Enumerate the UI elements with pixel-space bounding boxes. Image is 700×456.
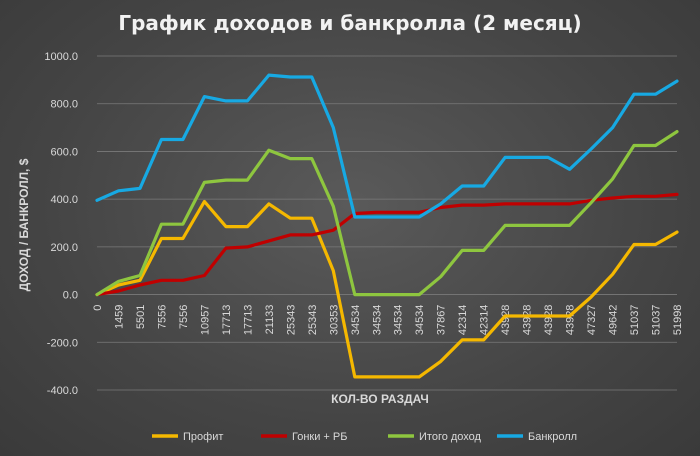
x-tick-label: 42314 (457, 305, 469, 336)
series-lines (95, 73, 679, 379)
y-tick-label: -200.0 (47, 337, 78, 349)
x-tick-label: 1459 (113, 305, 125, 329)
y-tick-label: 800.0 (50, 99, 78, 111)
y-tick-label: 400.0 (50, 194, 78, 206)
legend-label: Профит (183, 431, 223, 443)
y-axis-ticks: -400.0 -200.0 0.0 200.0 400.0 600.0 800.0 1000.… (44, 51, 78, 397)
x-axis-title: КОЛ-ВО РАЗДАЧ (331, 392, 429, 406)
x-tick-label: 51037 (629, 305, 641, 336)
x-tick-label: 17713 (242, 305, 254, 336)
series-line-гонки-рб (95, 192, 679, 297)
x-tick-label: 7556 (178, 305, 190, 329)
x-tick-label: 25343 (307, 305, 319, 336)
x-tick-label: 21133 (264, 305, 276, 335)
x-tick-label: 7556 (156, 305, 168, 329)
y-tick-label: 600.0 (50, 146, 78, 158)
x-tick-label: 43928 (543, 305, 555, 336)
x-tick-label: 0 (92, 305, 104, 311)
x-axis-ticks: 0 1459 5501 7556 7556 10957 17713 17713 21133 253… (92, 305, 684, 336)
series-line-итого-доход (95, 130, 679, 297)
x-tick-label: 25343 (285, 305, 297, 336)
y-tick-label: 0.0 (63, 290, 78, 302)
x-tick-label: 51998 (672, 305, 684, 336)
x-tick-label: 34534 (350, 305, 362, 336)
y-axis-title: ДОХОД / БАНКРОЛЛ, $ (17, 158, 31, 291)
series-line-профит (95, 199, 679, 379)
chart-title: График доходов и банкролла (2 месяц) (118, 11, 581, 35)
x-tick-label: 51037 (651, 305, 663, 336)
x-tick-label: 34534 (371, 305, 383, 336)
x-tick-label: 30353 (328, 305, 340, 336)
legend-label: Банкролл (528, 431, 577, 443)
x-tick-label: 42314 (479, 305, 491, 336)
x-tick-label: 43928 (500, 305, 512, 336)
series-line-банкролл (95, 73, 679, 219)
x-tick-label: 5501 (135, 305, 147, 329)
x-tick-label: 10957 (199, 305, 211, 336)
y-tick-label: 1000.0 (44, 51, 78, 63)
x-tick-label: 37867 (436, 305, 448, 336)
x-tick-label: 34534 (414, 305, 426, 336)
x-tick-label: 49642 (608, 305, 620, 336)
y-tick-label: 200.0 (50, 242, 78, 254)
x-tick-label: 17713 (221, 305, 233, 336)
legend-label: Гонки + РБ (292, 431, 347, 443)
x-tick-label: 43928 (522, 305, 534, 336)
legend-label: Итого доход (419, 431, 482, 443)
legend: Профит Гонки + РБ Итого доход Банкролл (152, 431, 577, 443)
y-tick-label: -400.0 (47, 385, 78, 397)
x-tick-label: 34534 (393, 305, 405, 336)
x-tick-label: 47327 (586, 305, 598, 336)
x-tick-label: 43928 (565, 305, 577, 336)
